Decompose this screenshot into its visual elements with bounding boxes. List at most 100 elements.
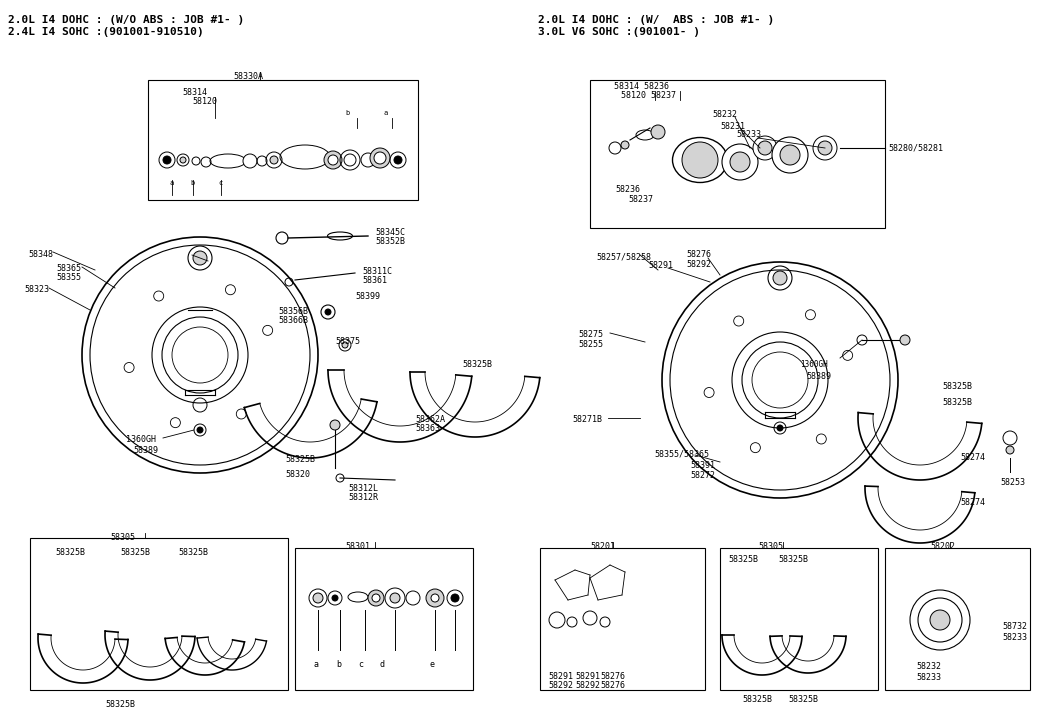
Circle shape — [451, 594, 459, 602]
Text: 58292: 58292 — [686, 260, 711, 269]
Circle shape — [819, 141, 832, 155]
Circle shape — [780, 145, 800, 165]
Text: 2.0L I4 DOHC : (W/O ABS : JOB #1- ): 2.0L I4 DOHC : (W/O ABS : JOB #1- ) — [9, 15, 244, 25]
Ellipse shape — [280, 145, 330, 169]
Text: 58305: 58305 — [109, 533, 135, 542]
Text: 3.0L V6 SOHC :(901001- ): 3.0L V6 SOHC :(901001- ) — [538, 27, 701, 37]
Circle shape — [324, 151, 342, 169]
Text: 58361: 58361 — [362, 276, 387, 285]
Circle shape — [270, 156, 279, 164]
Circle shape — [390, 593, 400, 603]
Circle shape — [243, 154, 257, 168]
Text: 58325B: 58325B — [728, 555, 758, 564]
Text: 58201: 58201 — [590, 542, 615, 551]
Text: 58323: 58323 — [24, 285, 49, 294]
Text: 58732: 58732 — [1002, 622, 1027, 631]
Text: 58345C: 58345C — [375, 228, 405, 237]
Circle shape — [722, 144, 758, 180]
Circle shape — [777, 425, 783, 431]
Text: 58375: 58375 — [335, 337, 360, 346]
Text: 58276: 58276 — [600, 681, 625, 690]
Circle shape — [197, 427, 203, 433]
Circle shape — [682, 142, 718, 178]
Text: 58275: 58275 — [578, 330, 603, 339]
Text: 58257/58258: 58257/58258 — [596, 253, 651, 262]
Text: 58255: 58255 — [578, 340, 603, 349]
Circle shape — [342, 342, 348, 348]
Text: 58389: 58389 — [133, 446, 158, 455]
Text: 58355/58365: 58355/58365 — [654, 450, 709, 459]
Circle shape — [180, 157, 186, 163]
Text: 58314 58236: 58314 58236 — [614, 82, 669, 91]
Text: 58231: 58231 — [720, 122, 745, 131]
Text: 58348: 58348 — [28, 250, 53, 259]
Circle shape — [426, 589, 444, 607]
Text: b: b — [345, 110, 350, 116]
Circle shape — [730, 152, 750, 172]
Text: 58291: 58291 — [575, 672, 600, 681]
Text: c: c — [218, 180, 222, 186]
Text: 58236: 58236 — [615, 185, 640, 194]
Circle shape — [773, 271, 787, 285]
Text: d: d — [379, 660, 385, 669]
Text: 58232: 58232 — [712, 110, 737, 119]
Text: 58325B: 58325B — [462, 360, 492, 369]
Text: 58120: 58120 — [192, 97, 217, 106]
Text: 58325B: 58325B — [285, 455, 315, 464]
Text: 58276: 58276 — [600, 672, 625, 681]
Text: 58352B: 58352B — [375, 237, 405, 246]
Text: 58320: 58320 — [285, 470, 310, 479]
Text: 58391: 58391 — [690, 461, 715, 470]
Text: 58365: 58365 — [56, 264, 81, 273]
Circle shape — [753, 136, 777, 160]
Circle shape — [772, 137, 808, 173]
Text: 58274: 58274 — [960, 453, 985, 462]
Circle shape — [394, 156, 402, 164]
Text: 1360GH: 1360GH — [126, 435, 156, 444]
Text: a: a — [314, 660, 319, 669]
Text: 2.0L I4 DOHC : (W/  ABS : JOB #1- ): 2.0L I4 DOHC : (W/ ABS : JOB #1- ) — [538, 15, 774, 25]
Text: 58292: 58292 — [575, 681, 600, 690]
Circle shape — [758, 141, 772, 155]
Text: a: a — [383, 110, 387, 116]
Text: 58233: 58233 — [916, 673, 941, 682]
Text: 58291: 58291 — [549, 672, 573, 681]
Text: 58232: 58232 — [916, 662, 941, 671]
Circle shape — [325, 309, 331, 315]
Circle shape — [328, 155, 338, 165]
Text: 58314: 58314 — [182, 88, 207, 97]
Text: 58362A: 58362A — [415, 415, 445, 424]
Circle shape — [651, 125, 665, 139]
Text: 58272: 58272 — [690, 471, 715, 480]
Text: 58291: 58291 — [648, 261, 673, 270]
Text: b: b — [190, 180, 195, 186]
Text: 58399: 58399 — [355, 292, 379, 301]
Text: 58312L: 58312L — [348, 484, 378, 493]
Text: 58271B: 58271B — [572, 415, 602, 424]
Bar — [720, 548, 878, 690]
Text: 58325B: 58325B — [788, 695, 819, 704]
Circle shape — [368, 590, 384, 606]
Text: 58325B: 58325B — [55, 548, 85, 557]
Bar — [30, 538, 288, 690]
Text: a: a — [169, 180, 173, 186]
Bar — [885, 548, 1030, 690]
Ellipse shape — [673, 137, 727, 182]
Text: 58363: 58363 — [415, 424, 440, 433]
Bar — [590, 80, 885, 228]
Circle shape — [431, 594, 439, 602]
Circle shape — [370, 148, 390, 168]
Text: 58276: 58276 — [686, 250, 711, 259]
Circle shape — [621, 141, 629, 149]
Text: 2.4L I4 SOHC :(901001-910510): 2.4L I4 SOHC :(901001-910510) — [9, 27, 204, 37]
Text: 58202: 58202 — [930, 542, 955, 551]
Text: 58325B: 58325B — [742, 695, 772, 704]
Text: 58274: 58274 — [960, 498, 985, 507]
Bar — [148, 80, 418, 200]
Text: 58325B: 58325B — [942, 398, 972, 407]
Text: 58366B: 58366B — [279, 316, 308, 325]
Text: 58305: 58305 — [758, 542, 783, 551]
Text: 58233: 58233 — [1002, 633, 1027, 642]
Text: 58355: 58355 — [56, 273, 81, 282]
Circle shape — [930, 610, 950, 630]
